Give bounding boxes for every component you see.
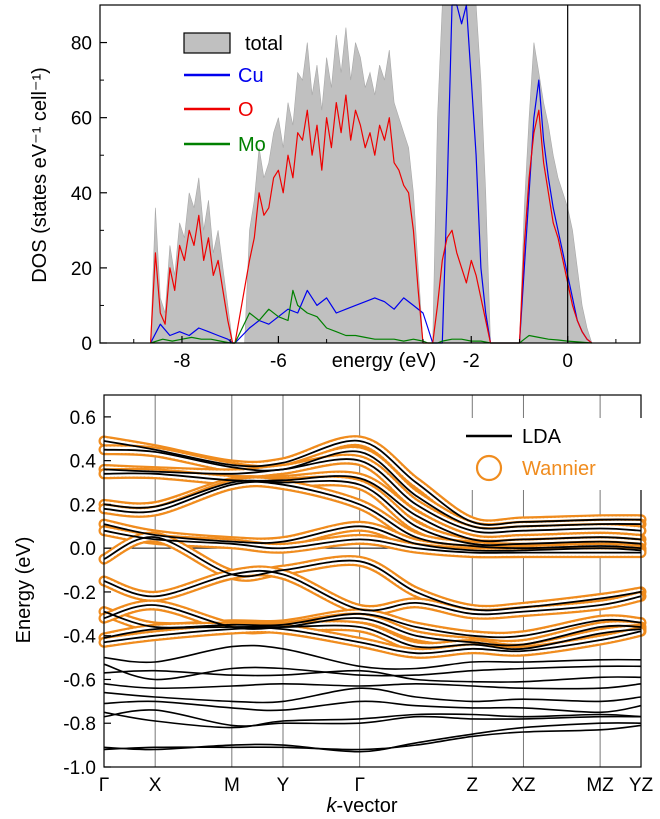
dos-xtick-label: -2 <box>463 351 480 372</box>
legend-label-lda: LDA <box>522 426 562 448</box>
band-ytick-label: -0.2 <box>63 583 96 604</box>
dos-legend: total Cu O Mo <box>183 32 283 156</box>
legend-label-wannier: Wannier <box>522 458 596 480</box>
band-kpoint-label: X <box>149 775 162 796</box>
band-x-axis-label: k-vector <box>326 795 397 817</box>
band-legend-background <box>458 418 644 490</box>
band-ytick-label: 0.0 <box>70 539 96 560</box>
dos-ytick-label: 40 <box>71 184 92 205</box>
dos-marks <box>150 4 593 344</box>
dos-ytick-label: 80 <box>71 34 92 55</box>
legend-label-o: O <box>238 99 254 121</box>
band-kpoint-label: Z <box>466 775 478 796</box>
band-lda-line <box>103 724 642 751</box>
dos-ytick-label: 0 <box>81 334 92 355</box>
band-ytick-label: -0.6 <box>63 670 96 691</box>
band-panel: -1.0 -0.8 -0.6 -0.4 -0.2 0.0 0.2 0.4 0.6 Γ X M Y Γ Z XZ… <box>13 394 654 817</box>
band-ytick-label: 0.2 <box>70 495 96 516</box>
legend-label-cu: Cu <box>238 65 264 87</box>
dos-series-o <box>150 94 593 344</box>
dos-x-axis-label: energy (eV) <box>332 350 437 372</box>
band-lda-line <box>103 700 642 714</box>
dos-y-axis-label: DOS (states eV⁻¹ cell⁻¹) <box>29 67 51 283</box>
band-x-axis-label-rest: -vector <box>336 795 397 817</box>
band-lda-line <box>103 663 642 681</box>
dos-ytick-label: 60 <box>71 109 92 130</box>
band-plot-frame <box>103 394 642 768</box>
band-lda-line <box>103 687 642 704</box>
band-lda-line <box>103 523 642 552</box>
band-ytick-label: -0.4 <box>63 627 96 648</box>
band-lda-line <box>103 669 642 683</box>
band-ytick-label: -1.0 <box>63 758 96 779</box>
band-lda-line <box>103 682 642 690</box>
band-lda-line <box>103 624 642 651</box>
band-kpoint-label: XZ <box>511 775 536 796</box>
dos-xtick-label: 0 <box>562 351 573 372</box>
band-lda-lines <box>103 439 642 753</box>
band-lda-line <box>103 458 642 534</box>
legend-label-mo: Mo <box>238 134 266 156</box>
band-lda-line <box>103 626 642 655</box>
band-lda-line <box>103 439 642 526</box>
band-lda-line <box>103 604 642 647</box>
band-lda-line <box>103 479 642 547</box>
band-legend: LDA Wannier <box>458 418 644 490</box>
band-kpoint-label: Γ <box>99 775 109 796</box>
dos-plot-frame <box>99 4 641 344</box>
dos-xtick-label: -8 <box>174 351 191 372</box>
band-lda-line <box>103 569 642 616</box>
band-kpoint-label: YZ <box>629 775 654 796</box>
band-ytick-label: 0.4 <box>70 452 97 473</box>
band-kpoint-label: Y <box>277 775 290 796</box>
dos-xtick-label: -6 <box>270 351 287 372</box>
dos-panel: 0 20 40 60 80 -8 -6 -2 0 DOS (states eV⁻¹ cell⁻¹… <box>29 4 641 372</box>
band-lda-line <box>103 711 642 729</box>
legend-label-total: total <box>245 33 283 55</box>
band-lda-line <box>103 529 641 554</box>
band-kpoint-label: MZ <box>586 775 614 796</box>
band-x-axis-label-italic: k <box>326 795 337 817</box>
band-ytick-label: -0.8 <box>63 714 96 735</box>
legend-swatch-total <box>183 32 231 54</box>
dos-series-total <box>150 4 593 344</box>
dos-axes: 0 20 40 60 80 -8 -6 -2 0 <box>71 34 617 372</box>
band-lda-line <box>103 709 642 727</box>
band-ytick-label: 0.6 <box>70 408 96 429</box>
band-axes: -1.0 -0.8 -0.6 -0.4 -0.2 0.0 0.2 0.4 0.6 Γ X M Y Γ Z XZ… <box>63 408 653 796</box>
dos-ytick-label: 20 <box>71 259 92 280</box>
band-lda-line <box>103 472 642 543</box>
legend-swatch-wannier <box>475 454 503 482</box>
band-lda-line <box>103 536 642 612</box>
band-y-axis-label: Energy (eV) <box>13 537 35 644</box>
band-kpoint-label: M <box>224 775 240 796</box>
band-lda-line <box>103 448 642 530</box>
band-kpoint-label: Γ <box>354 775 364 796</box>
band-lda-line <box>103 480 642 550</box>
dos-xlabel-background <box>316 345 446 371</box>
band-lda-line <box>103 644 642 670</box>
